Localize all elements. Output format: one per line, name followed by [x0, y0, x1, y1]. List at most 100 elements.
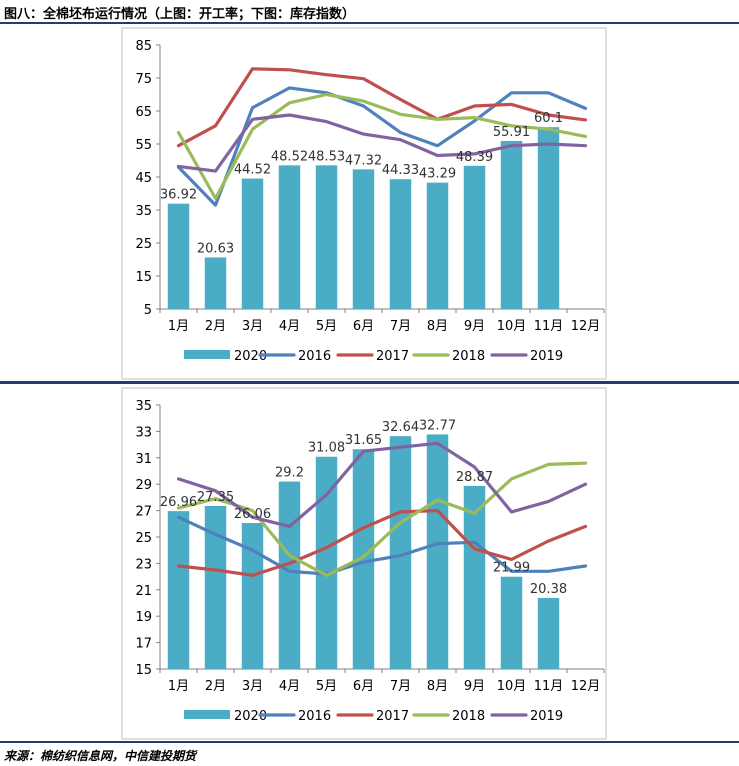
legend-label-2018: 2018: [452, 709, 485, 724]
data-label: 44.52: [234, 163, 271, 178]
x-tick-label: 3月: [242, 679, 263, 694]
bar: [426, 182, 449, 309]
bar: [278, 481, 301, 669]
series-line-2019: [176, 113, 588, 173]
y-tick-label: 23: [135, 557, 152, 572]
x-tick-label: 8月: [427, 319, 448, 334]
x-tick-label: 5月: [316, 679, 337, 694]
bar: [463, 485, 486, 669]
y-tick-label: 19: [135, 610, 152, 625]
y-tick-label: 33: [135, 425, 152, 440]
data-label: 31.08: [308, 441, 345, 456]
bar: [463, 165, 486, 309]
series-line-2017: [176, 67, 588, 148]
x-tick-label: 4月: [279, 319, 300, 334]
x-tick-label: 1月: [168, 319, 189, 334]
series-line-2019: [176, 441, 588, 528]
bar: [389, 179, 412, 309]
series-line-2016: [176, 86, 588, 207]
y-tick-label: 75: [135, 72, 152, 87]
bar: [204, 257, 227, 309]
legend-swatch-2020: [184, 710, 230, 719]
legend-swatch-2020: [184, 350, 230, 359]
legend-label-2018: 2018: [452, 349, 485, 364]
legend-label-2017: 2017: [376, 709, 409, 724]
x-tick-label: 4月: [279, 679, 300, 694]
data-label: 32.77: [419, 418, 456, 433]
data-label: 55.91: [493, 125, 530, 140]
y-tick-label: 29: [135, 478, 152, 493]
bar: [278, 165, 301, 309]
y-tick-label: 25: [135, 237, 152, 252]
x-tick-label: 2月: [205, 679, 226, 694]
bar: [315, 456, 338, 669]
figure-title: 图八：全棉坯布运行情况（上图：开工率；下图：库存指数）: [4, 7, 356, 22]
legend-label-2016: 2016: [298, 349, 331, 364]
data-label: 20.38: [530, 582, 567, 597]
series-line-2017: [176, 508, 588, 577]
bar: [352, 169, 375, 309]
data-label: 32.64: [382, 420, 419, 435]
bar: [426, 434, 449, 669]
x-tick-label: 10月: [497, 679, 527, 694]
x-tick-label: 1月: [168, 679, 189, 694]
data-label: 43.29: [419, 167, 456, 182]
data-label: 20.63: [197, 241, 234, 256]
x-tick-label: 9月: [464, 679, 485, 694]
y-tick-label: 5: [144, 303, 152, 318]
utilization-rate-chart: 5 15 25 35 45 55 65 75 85 1月 2月 3月 4月 5月 6月 7月 8月 9月 10月 11…: [121, 27, 607, 380]
y-tick-label: 21: [135, 584, 152, 599]
legend-label-2019: 2019: [530, 349, 563, 364]
data-label: 21.99: [493, 561, 530, 576]
y-tick-label: 15: [135, 270, 152, 285]
data-label: 29.2: [275, 466, 304, 481]
bar: [204, 505, 227, 669]
data-label: 48.52: [271, 149, 308, 164]
source-note: 来源：棉纺织信息网，中信建投期货: [4, 749, 197, 763]
bar: [315, 165, 338, 309]
y-tick-label: 15: [135, 663, 152, 678]
bar: [167, 511, 190, 669]
x-tick-label: 12月: [571, 679, 601, 694]
data-label: 44.33: [382, 163, 419, 178]
x-tick-label: 2月: [205, 319, 226, 334]
legend-label-2019: 2019: [530, 709, 563, 724]
x-tick-label: 5月: [316, 319, 337, 334]
middle-divider: [0, 381, 739, 384]
x-tick-label: 11月: [534, 319, 564, 334]
bar: [537, 127, 560, 309]
y-tick-label: 17: [135, 637, 152, 652]
data-label: 47.32: [345, 153, 382, 168]
inventory-index-chart: 15 17 19 21 23 25 27 29 31 33 35 1月 2月 3月 4月 5月 6月 7月 8月 9月…: [121, 387, 607, 740]
y-tick-label: 27: [135, 505, 152, 520]
data-label: 36.92: [160, 188, 197, 203]
x-tick-label: 6月: [353, 679, 374, 694]
bar: [500, 140, 523, 309]
x-tick-label: 8月: [427, 679, 448, 694]
bottom-divider: [0, 741, 739, 743]
x-tick-label: 3月: [242, 319, 263, 334]
data-label: 26.06: [234, 507, 271, 522]
x-tick-label: 11月: [534, 679, 564, 694]
series-line-2018: [176, 461, 588, 577]
bar: [352, 449, 375, 669]
data-label: 31.65: [345, 433, 382, 448]
y-tick-label: 25: [135, 531, 152, 546]
series-line-2018: [176, 92, 588, 200]
x-tick-label: 7月: [390, 319, 411, 334]
bar: [500, 576, 523, 669]
bar: [241, 523, 264, 669]
bar: [241, 178, 264, 309]
legend-label-2020: 2020: [234, 349, 267, 364]
data-label: 48.39: [456, 150, 493, 165]
series-line-2016: [176, 515, 588, 576]
x-tick-label: 9月: [464, 319, 485, 334]
y-tick-label: 65: [135, 105, 152, 120]
legend-label-2017: 2017: [376, 349, 409, 364]
x-tick-label: 7月: [390, 679, 411, 694]
x-tick-label: 10月: [497, 319, 527, 334]
y-tick-label: 45: [135, 171, 152, 186]
top-divider: [0, 22, 739, 24]
y-tick-label: 55: [135, 138, 152, 153]
data-label: 48.53: [308, 149, 345, 164]
